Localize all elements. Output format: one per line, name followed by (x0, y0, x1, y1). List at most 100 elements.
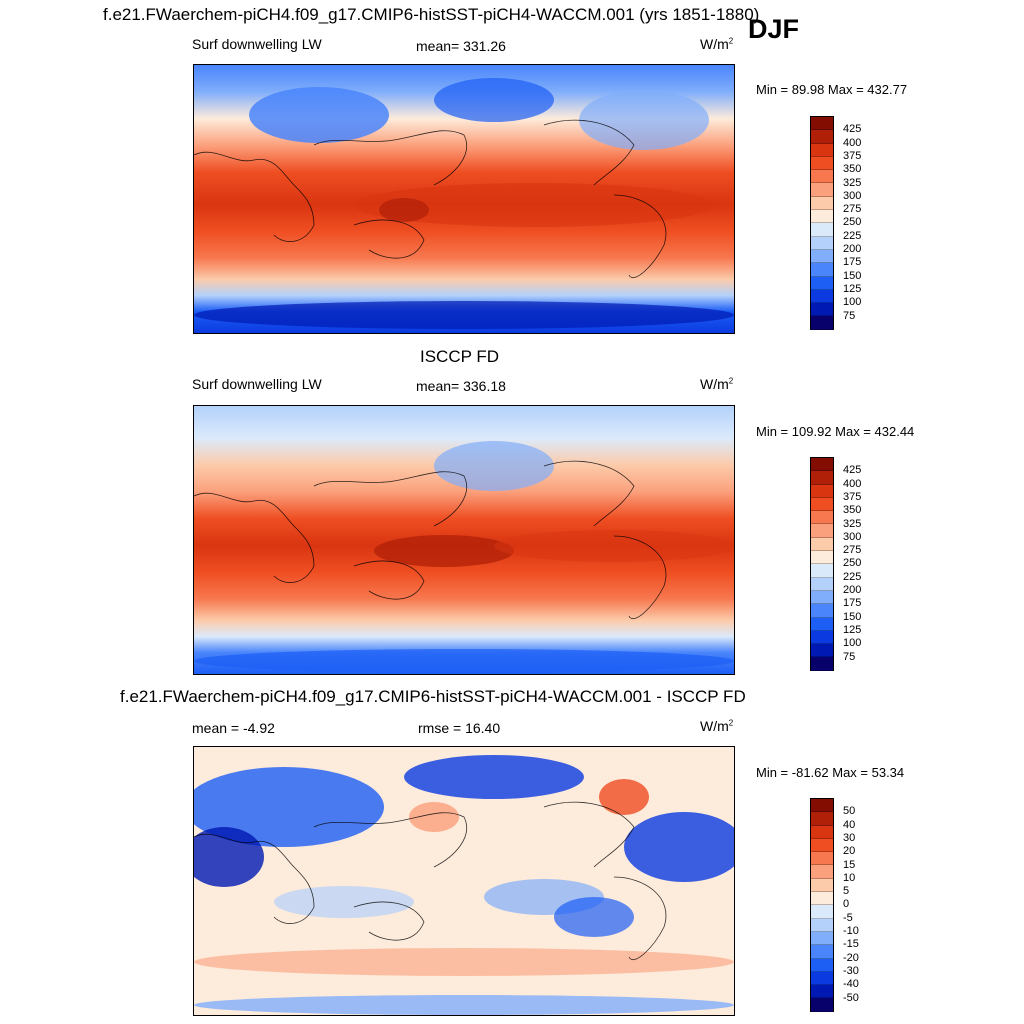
colorbar-swatch (811, 471, 833, 485)
panel1-units-label: W/m2 (700, 36, 734, 52)
colorbar-tick-label: 300 (843, 189, 862, 202)
colorbar-swatch (811, 958, 833, 972)
colorbar-swatch (811, 249, 833, 264)
colorbar-tick-label: 200 (843, 243, 862, 255)
colorbar-swatch (811, 537, 833, 552)
colorbar-tick-label: 400 (843, 477, 862, 490)
panel3-map (193, 746, 735, 1016)
colorbar-swatch (811, 617, 833, 631)
colorbar-swatch (811, 316, 833, 330)
panel3-units-label: W/m2 (700, 718, 734, 734)
panel2-units-label: W/m2 (700, 376, 734, 392)
colorbar-swatch (811, 838, 833, 853)
colorbar-tick-label: 275 (843, 544, 862, 557)
colorbar-swatch (811, 931, 833, 946)
panel3-field (194, 747, 734, 1015)
colorbar-tick-label: 425 (843, 123, 862, 136)
colorbar-tick-label: 100 (843, 637, 862, 650)
colorbar-tick-label: 50 (843, 805, 856, 818)
colorbar-tick-label: 375 (843, 490, 862, 503)
colorbar-swatch (811, 945, 833, 959)
colorbar-swatch (811, 918, 833, 932)
colorbar-swatch (811, 577, 833, 591)
colorbar-tick-label: -15 (843, 938, 859, 951)
panel1-minmax: Min = 89.98 Max = 432.77 (756, 82, 908, 97)
colorbar-swatch (811, 812, 833, 826)
colorbar-tick-label: -50 (843, 991, 859, 1004)
colorbar-swatch (811, 971, 833, 986)
colorbar-tick-label: 175 (843, 597, 862, 610)
panel1-colorbar (810, 116, 834, 330)
colorbar-tick-label: 400 (843, 136, 862, 149)
colorbar-tick-label: 100 (843, 296, 862, 309)
colorbar-tick-label: 325 (843, 176, 862, 189)
colorbar-tick-label: 15 (843, 858, 856, 871)
panel1-title: f.e21.FWaerchem-piCH4.f09_g17.CMIP6-hist… (103, 5, 760, 24)
colorbar-swatch (811, 130, 833, 144)
colorbar-tick-label: 225 (843, 570, 862, 583)
colorbar-tick-label: -20 (843, 951, 859, 964)
colorbar-tick-label: 125 (843, 623, 862, 636)
colorbar-swatch (811, 276, 833, 290)
colorbar-tick-label: 325 (843, 517, 862, 530)
colorbar-tick-label: 300 (843, 530, 862, 543)
colorbar-swatch (811, 143, 833, 157)
panel3-minmax: Min = -81.62 Max = 53.34 (756, 765, 905, 780)
colorbar-tick-label: 10 (843, 871, 856, 884)
colorbar-swatch (811, 985, 833, 999)
panel2-minmax: Min = 109.92 Max = 432.44 (756, 424, 915, 439)
colorbar-swatch (811, 484, 833, 498)
panel3-mean-label: mean = -4.92 (192, 720, 275, 736)
panel2-variable-label: Surf downwelling LW (192, 376, 322, 392)
colorbar-swatch (811, 998, 833, 1012)
colorbar-swatch (811, 590, 833, 605)
colorbar-tick-label: 150 (843, 269, 862, 282)
panel2-title: ISCCP FD (420, 347, 500, 366)
colorbar-swatch (811, 630, 833, 645)
colorbar-tick-label: 150 (843, 610, 862, 623)
panel1-mean-label: mean= 331.26 (416, 38, 506, 54)
colorbar-tick-label: 350 (843, 163, 862, 176)
colorbar-swatch (811, 196, 833, 211)
colorbar-tick-label: 250 (843, 216, 862, 229)
panel2-colorbar (810, 457, 834, 671)
colorbar-swatch (811, 210, 833, 224)
colorbar-swatch (811, 156, 833, 171)
colorbar-swatch (811, 604, 833, 618)
colorbar-tick-label: 30 (843, 831, 856, 844)
colorbar-swatch (811, 183, 833, 197)
colorbar-swatch (811, 564, 833, 578)
colorbar-swatch (811, 223, 833, 237)
panel3-colorbar (810, 798, 834, 1012)
colorbar-tick-label: 75 (843, 309, 856, 322)
colorbar-tick-label: 200 (843, 584, 862, 596)
colorbar-swatch (811, 799, 833, 813)
colorbar-swatch (811, 657, 833, 671)
colorbar-swatch (811, 852, 833, 866)
colorbar-swatch (811, 497, 833, 512)
colorbar-tick-label: -5 (843, 911, 853, 924)
colorbar-tick-label: 175 (843, 256, 862, 269)
colorbar-tick-label: 250 (843, 557, 862, 570)
colorbar-tick-label: 0 (843, 898, 850, 911)
colorbar-swatch (811, 825, 833, 839)
colorbar-swatch (811, 892, 833, 906)
colorbar-tick-label: -10 (843, 925, 859, 937)
panel3-title: f.e21.FWaerchem-piCH4.f09_g17.CMIP6-hist… (120, 687, 746, 706)
colorbar-swatch (811, 170, 833, 184)
colorbar-tick-label: 5 (843, 885, 850, 898)
colorbar-tick-label: 20 (843, 845, 856, 858)
colorbar-swatch (811, 289, 833, 304)
colorbar-tick-label: 425 (843, 464, 862, 477)
colorbar-swatch (811, 303, 833, 317)
colorbar-swatch (811, 458, 833, 472)
panel2-map (193, 405, 735, 675)
colorbar-tick-label: -30 (843, 964, 859, 977)
panel2-field (194, 406, 734, 674)
panel1-map (193, 64, 735, 334)
colorbar-swatch (811, 878, 833, 893)
colorbar-tick-label: 375 (843, 149, 862, 162)
colorbar-swatch (811, 551, 833, 565)
panel1-field (194, 65, 734, 333)
colorbar-swatch (811, 511, 833, 525)
